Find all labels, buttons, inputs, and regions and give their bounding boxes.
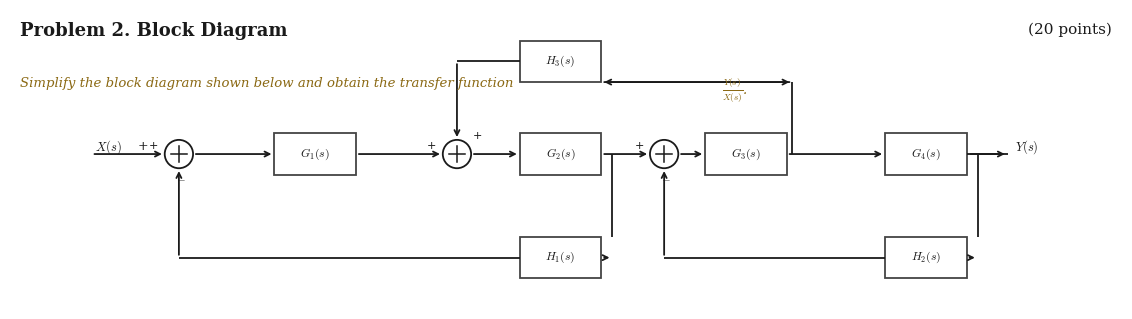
Text: Problem 2. Block Diagram: Problem 2. Block Diagram [20, 22, 288, 40]
Text: $G_3(s)$: $G_3(s)$ [731, 146, 761, 162]
Bar [885, 133, 967, 175]
Text: +: + [473, 130, 482, 140]
Text: $H_3(s)$: $H_3(s)$ [546, 54, 576, 69]
Circle shape [165, 140, 194, 168]
Text: +: + [427, 141, 437, 152]
Text: +: + [138, 140, 148, 153]
Text: $\frac{Y(s)}{X(s)}$.: $\frac{Y(s)}{X(s)}$. [722, 77, 748, 104]
Text: $H_2(s)$: $H_2(s)$ [910, 250, 941, 265]
Text: +: + [149, 141, 158, 152]
Text: $G_1(s)$: $G_1(s)$ [300, 146, 331, 162]
Text: $G_2(s)$: $G_2(s)$ [546, 146, 575, 162]
Text: (20 points): (20 points) [1028, 22, 1112, 37]
Text: $X(s)$: $X(s)$ [95, 139, 121, 156]
Bar [520, 41, 601, 82]
Text: $G_4(s)$: $G_4(s)$ [911, 146, 941, 162]
Circle shape [443, 140, 471, 168]
Text: Simplify the block diagram shown below and obtain the transfer function: Simplify the block diagram shown below a… [20, 77, 518, 90]
Bar [520, 133, 601, 175]
Text: +: + [634, 141, 644, 152]
Text: $H_1(s)$: $H_1(s)$ [546, 250, 576, 265]
Text: $-$: $-$ [177, 173, 186, 183]
Circle shape [650, 140, 678, 168]
Bar [520, 237, 601, 278]
Text: $-$: $-$ [661, 173, 671, 183]
Bar [885, 237, 967, 278]
Text: $Y(s)$: $Y(s)$ [1015, 139, 1039, 156]
Bar [274, 133, 357, 175]
Bar [705, 133, 787, 175]
